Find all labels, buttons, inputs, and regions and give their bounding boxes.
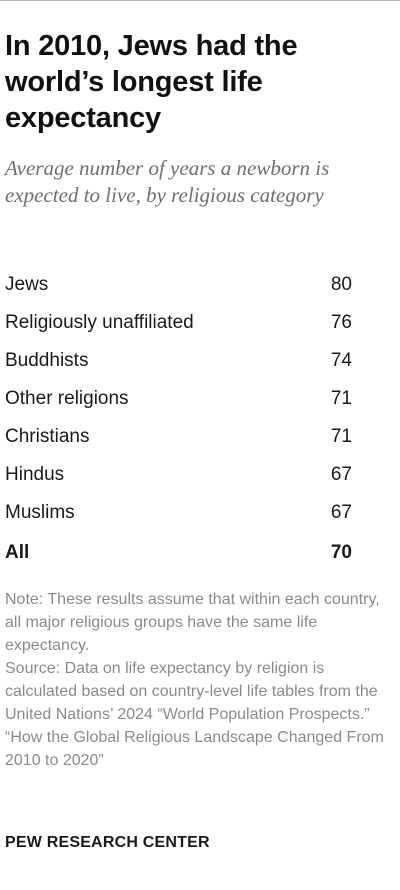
table-row: Other religions 71 bbox=[0, 380, 360, 418]
row-label: Jews bbox=[5, 274, 49, 295]
top-divider bbox=[0, 0, 400, 1]
report-title: “How the Global Religious Landscape Chan… bbox=[5, 729, 384, 769]
row-label: Other religions bbox=[5, 388, 129, 409]
pew-logo-text: PEW RESEARCH CENTER bbox=[5, 834, 210, 851]
table-row: Jews 80 bbox=[0, 266, 360, 304]
row-value: 71 bbox=[330, 426, 352, 447]
note-text: Note: These results assume that within e… bbox=[5, 591, 380, 654]
table-row: Religiously unaffiliated 76 bbox=[0, 304, 360, 342]
row-label: Buddhists bbox=[5, 350, 89, 371]
table-row: Christians 71 bbox=[0, 418, 360, 456]
table-row: Buddhists 74 bbox=[0, 342, 360, 380]
table-row: Hindus 67 bbox=[0, 456, 360, 494]
row-value: 80 bbox=[330, 274, 352, 295]
total-row: All 70 bbox=[0, 534, 360, 572]
row-value: 71 bbox=[330, 388, 352, 409]
row-label: Religiously unaffiliated bbox=[5, 312, 194, 333]
life-expectancy-table: Jews 80 Religiously unaffiliated 76 Budd… bbox=[0, 266, 360, 572]
source-text: Source: Data on life expectancy by relig… bbox=[5, 660, 378, 723]
total-value: 70 bbox=[330, 542, 352, 563]
row-label: Hindus bbox=[5, 464, 65, 485]
row-value: 67 bbox=[330, 502, 352, 523]
row-label: Christians bbox=[5, 426, 90, 447]
row-value: 67 bbox=[330, 464, 352, 485]
chart-title: In 2010, Jews had the world’s longest li… bbox=[5, 30, 298, 134]
total-label: All bbox=[5, 542, 30, 563]
chart-notes: Note: These results assume that within e… bbox=[5, 588, 397, 772]
row-value: 74 bbox=[330, 350, 352, 371]
chart-subtitle: Average number of years a newborn is exp… bbox=[5, 156, 330, 207]
row-value: 76 bbox=[330, 312, 352, 333]
table-row: Muslims 67 bbox=[0, 494, 360, 532]
row-label: Muslims bbox=[5, 502, 75, 523]
